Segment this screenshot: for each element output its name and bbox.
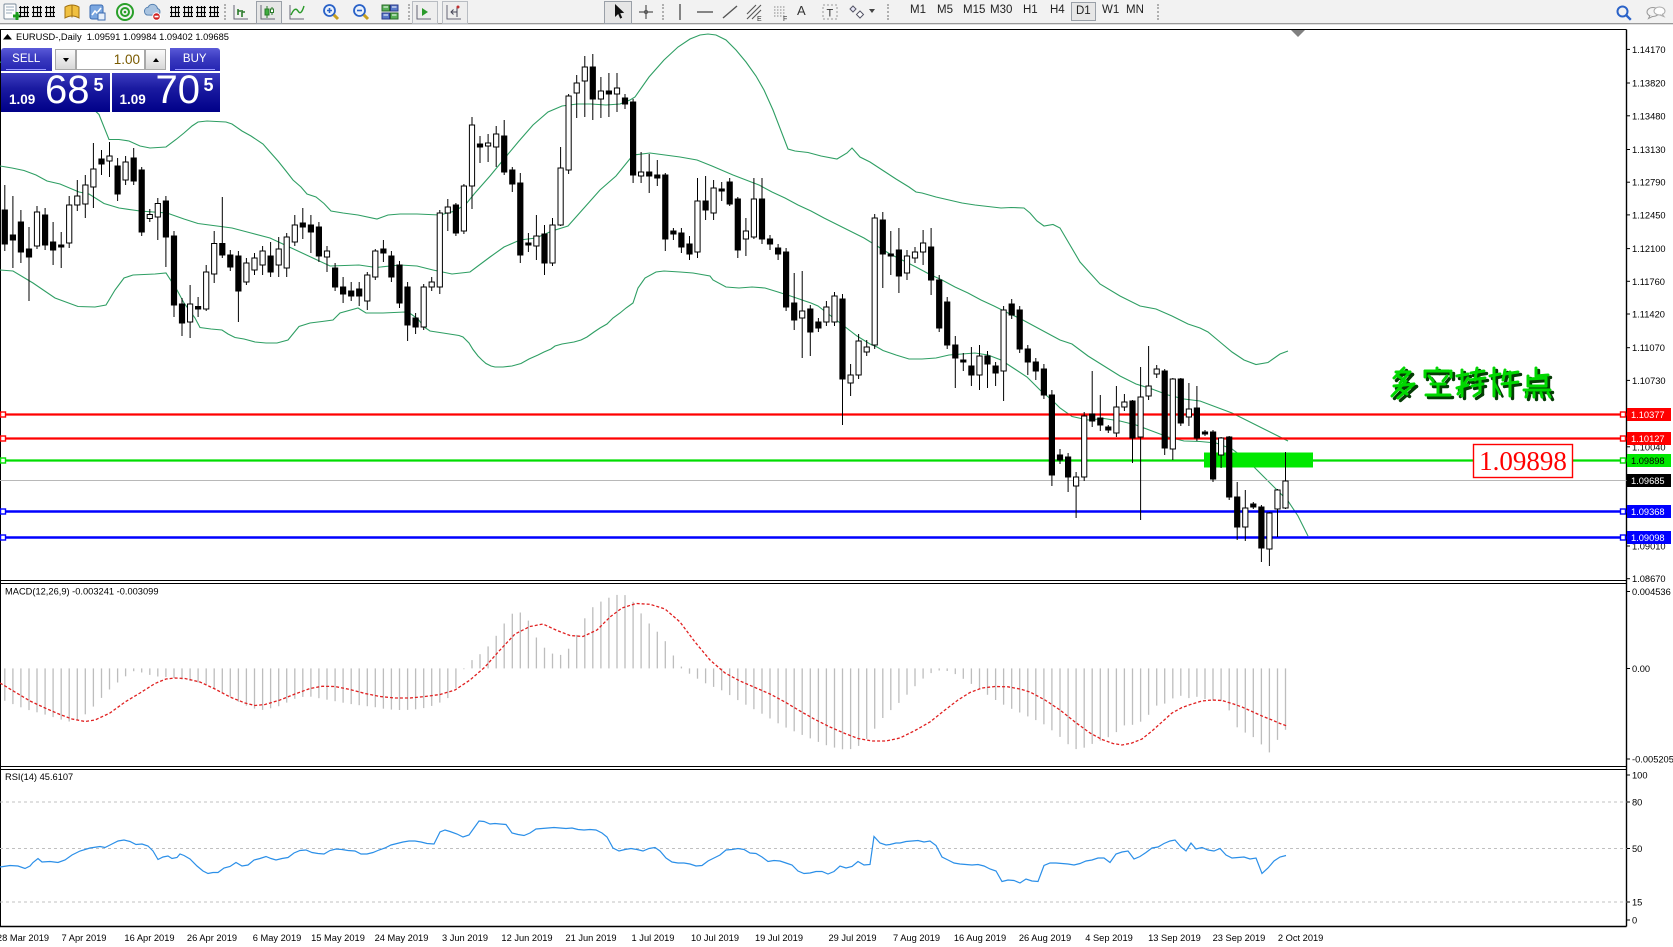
svg-text:10 Jul 2019: 10 Jul 2019 (691, 933, 739, 943)
svg-text:16 Apr 2019: 16 Apr 2019 (124, 933, 174, 943)
svg-text:1.11760: 1.11760 (1632, 277, 1665, 287)
svg-text:80: 80 (1632, 798, 1642, 808)
svg-text:1.13820: 1.13820 (1632, 79, 1666, 89)
svg-text:26 Aug 2019: 26 Aug 2019 (1019, 933, 1071, 943)
svg-text:1.12100: 1.12100 (1632, 244, 1666, 254)
svg-text:15: 15 (1632, 898, 1642, 908)
svg-text:1.11420: 1.11420 (1632, 310, 1665, 320)
svg-text:0.004536: 0.004536 (1632, 587, 1671, 597)
svg-text:1.14170: 1.14170 (1632, 45, 1666, 55)
svg-text:1.12450: 1.12450 (1632, 210, 1666, 220)
svg-text:1.08670: 1.08670 (1632, 574, 1666, 584)
svg-text:T: T (827, 8, 834, 20)
svg-text:7 Apr 2019: 7 Apr 2019 (62, 933, 107, 943)
svg-text:1.10377: 1.10377 (1631, 410, 1665, 420)
svg-text:E: E (757, 16, 762, 22)
svg-text:0.00: 0.00 (1632, 664, 1650, 674)
svg-text:1.10040: 1.10040 (1632, 442, 1666, 452)
svg-text:21 Jun 2019: 21 Jun 2019 (565, 933, 616, 943)
svg-text:0: 0 (1632, 916, 1637, 926)
svg-text:3 Jun 2019: 3 Jun 2019 (442, 933, 488, 943)
svg-text:1.09685: 1.09685 (1631, 476, 1665, 486)
svg-text:1.12790: 1.12790 (1632, 178, 1666, 188)
svg-text:50: 50 (1632, 844, 1642, 854)
svg-text:13 Sep 2019: 13 Sep 2019 (1148, 933, 1201, 943)
svg-text:1.11070: 1.11070 (1632, 343, 1665, 353)
svg-text:1.09098: 1.09098 (1631, 533, 1665, 543)
svg-text:4 Sep 2019: 4 Sep 2019 (1085, 933, 1133, 943)
svg-text:RSI(14) 45.6107: RSI(14) 45.6107 (5, 772, 73, 782)
svg-text:12 Jun 2019: 12 Jun 2019 (501, 933, 552, 943)
svg-text:7 Aug 2019: 7 Aug 2019 (893, 933, 940, 943)
svg-text:15 May 2019: 15 May 2019 (311, 933, 365, 943)
svg-text:100: 100 (1632, 771, 1648, 781)
svg-text:2 Oct 2019: 2 Oct 2019 (1278, 933, 1323, 943)
svg-text:1.10730: 1.10730 (1632, 376, 1666, 386)
svg-text:1 Jul 2019: 1 Jul 2019 (632, 933, 675, 943)
svg-text:EURUSD-,Daily 1.09591 1.09984: EURUSD-,Daily 1.09591 1.09984 1.09402 1.… (16, 32, 229, 42)
svg-text:1.13480: 1.13480 (1632, 111, 1666, 121)
svg-text:24 May 2019: 24 May 2019 (375, 933, 429, 943)
svg-text:16 Aug 2019: 16 Aug 2019 (954, 933, 1006, 943)
svg-text:-0.005205: -0.005205 (1632, 755, 1673, 765)
svg-text:1.13130: 1.13130 (1632, 145, 1666, 155)
svg-text:26 Apr 2019: 26 Apr 2019 (187, 933, 237, 943)
svg-text:29 Jul 2019: 29 Jul 2019 (828, 933, 876, 943)
svg-text:6 May 2019: 6 May 2019 (253, 933, 302, 943)
svg-text:F: F (783, 16, 787, 22)
svg-text:28 Mar 2019: 28 Mar 2019 (0, 933, 49, 943)
svg-text:1.09898: 1.09898 (1631, 456, 1665, 466)
svg-text:MACD(12,26,9) -0.003241 -0.003: MACD(12,26,9) -0.003241 -0.003099 (5, 587, 159, 597)
svg-text:19 Jul 2019: 19 Jul 2019 (755, 933, 803, 943)
svg-text:1.09898: 1.09898 (1479, 446, 1567, 476)
svg-text:1.09010: 1.09010 (1632, 542, 1666, 552)
svg-text:1.10127: 1.10127 (1631, 434, 1665, 444)
svg-text:23 Sep 2019: 23 Sep 2019 (1213, 933, 1266, 943)
svg-text:1.09368: 1.09368 (1631, 507, 1665, 517)
